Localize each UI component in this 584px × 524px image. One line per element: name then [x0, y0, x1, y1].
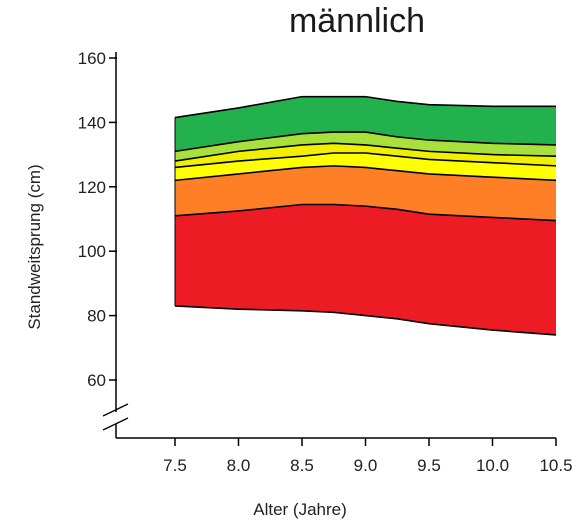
- x-axis-label: Alter (Jahre): [253, 500, 347, 519]
- band-6: [175, 96, 556, 152]
- boundary-line-2: [174, 203, 557, 222]
- boundary-line-7: [174, 95, 556, 119]
- boundary-line-1: [174, 305, 557, 336]
- x-tick-label: 10.5: [539, 456, 572, 475]
- y-tick-label: 140: [78, 113, 106, 132]
- x-tick-label: 10.0: [476, 456, 509, 475]
- boundary-line-5: [174, 142, 557, 162]
- y-tick-label: 120: [78, 178, 106, 197]
- x-tick-label: 7.5: [163, 456, 187, 475]
- boundary-line-4: [174, 152, 557, 169]
- x-tick-label: 9.0: [354, 456, 378, 475]
- y-tick-label: 160: [78, 49, 106, 68]
- boundary-line-6: [174, 131, 557, 153]
- axis-break-mark: [102, 417, 129, 431]
- chart-title: männlich: [288, 2, 426, 40]
- y-tick-label: 60: [87, 371, 106, 390]
- band-5: [175, 132, 556, 162]
- x-tick-label: 8.5: [290, 456, 314, 475]
- x-tick-label: 9.5: [417, 456, 441, 475]
- band-3: [175, 152, 556, 181]
- boundary-line-3: [174, 165, 557, 182]
- y-tick-label: 100: [78, 242, 106, 261]
- band-4: [175, 143, 556, 168]
- x-tick-label: 8.0: [227, 456, 251, 475]
- y-axis-label: Standweitsprung (cm): [25, 164, 44, 329]
- y-tick-label: 80: [87, 307, 106, 326]
- band-1: [175, 204, 556, 335]
- axis-break-mark: [102, 403, 129, 417]
- band-2: [175, 165, 556, 221]
